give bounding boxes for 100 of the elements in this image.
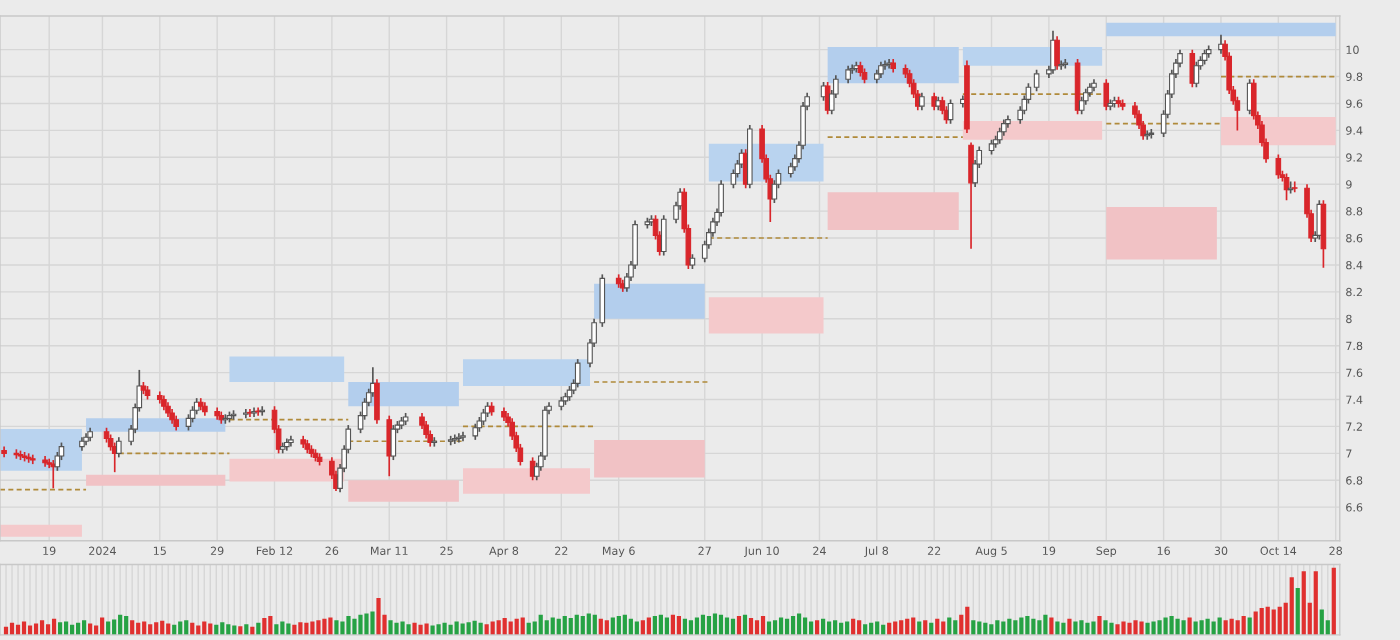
bar bbox=[760, 616, 766, 635]
bar bbox=[1025, 616, 1030, 635]
bar bbox=[923, 620, 928, 635]
bar bbox=[1163, 617, 1168, 635]
bar bbox=[268, 616, 273, 635]
bar bbox=[532, 621, 537, 635]
candlestick bbox=[1033, 68, 1040, 93]
bar bbox=[947, 617, 952, 635]
bar bbox=[1301, 571, 1306, 635]
bar bbox=[106, 621, 111, 635]
bar bbox=[520, 617, 525, 635]
candlestick bbox=[390, 424, 397, 461]
bar bbox=[1157, 620, 1162, 635]
bar bbox=[316, 620, 321, 635]
bar bbox=[202, 621, 207, 635]
bar bbox=[286, 623, 291, 635]
bar bbox=[412, 622, 417, 635]
candlestick bbox=[730, 168, 737, 190]
bar bbox=[178, 621, 183, 635]
bar bbox=[94, 625, 99, 635]
bar bbox=[1073, 621, 1078, 635]
bar bbox=[857, 620, 862, 635]
bar bbox=[1181, 620, 1186, 635]
bar bbox=[400, 621, 405, 635]
bar bbox=[1247, 617, 1252, 635]
bar bbox=[640, 620, 645, 635]
bar bbox=[724, 617, 730, 635]
bar bbox=[196, 625, 201, 635]
bar bbox=[766, 621, 772, 635]
bar bbox=[1145, 622, 1150, 635]
bar bbox=[430, 625, 435, 635]
bar bbox=[550, 617, 555, 635]
bar bbox=[376, 598, 381, 635]
bar bbox=[616, 616, 621, 635]
bar bbox=[454, 621, 459, 635]
bar bbox=[1109, 622, 1114, 635]
bar bbox=[346, 616, 351, 635]
bar bbox=[1121, 621, 1126, 635]
bar bbox=[21, 621, 27, 635]
bar bbox=[1187, 617, 1192, 635]
bar bbox=[1097, 616, 1102, 635]
bar bbox=[544, 620, 549, 635]
bar bbox=[610, 617, 615, 635]
bar bbox=[304, 622, 309, 635]
bar bbox=[917, 621, 922, 635]
bar bbox=[1079, 620, 1084, 635]
bar bbox=[634, 621, 639, 635]
bar bbox=[424, 623, 429, 635]
bar bbox=[1037, 620, 1042, 635]
candlestick bbox=[1054, 35, 1060, 71]
bar bbox=[1193, 621, 1198, 635]
bar bbox=[802, 617, 808, 635]
bar bbox=[406, 624, 411, 635]
candlestick bbox=[660, 214, 667, 257]
candlestick bbox=[574, 358, 581, 389]
bar bbox=[82, 620, 87, 635]
bar bbox=[1055, 621, 1060, 635]
bar bbox=[664, 617, 669, 635]
bar bbox=[965, 606, 970, 635]
bar bbox=[1265, 606, 1270, 635]
bar bbox=[953, 620, 958, 635]
bar bbox=[33, 623, 39, 635]
bar bbox=[1043, 614, 1048, 635]
bar bbox=[328, 617, 333, 635]
bar bbox=[1259, 608, 1264, 635]
bar bbox=[586, 613, 591, 635]
bar bbox=[1091, 621, 1096, 635]
bar bbox=[899, 620, 904, 635]
candlestick bbox=[1250, 78, 1257, 121]
bar bbox=[130, 620, 135, 635]
bar bbox=[1169, 616, 1174, 635]
bar bbox=[977, 621, 982, 635]
bar bbox=[941, 621, 946, 635]
bar bbox=[298, 622, 303, 635]
bar bbox=[1295, 587, 1300, 635]
bar bbox=[63, 621, 69, 635]
bar bbox=[706, 616, 712, 635]
bar bbox=[833, 620, 838, 635]
bar bbox=[502, 618, 507, 635]
bar bbox=[772, 620, 778, 635]
bar bbox=[1049, 617, 1054, 635]
bar bbox=[688, 620, 694, 635]
bar bbox=[27, 625, 33, 635]
bar bbox=[142, 621, 147, 635]
bar bbox=[676, 616, 682, 635]
bar bbox=[370, 611, 375, 635]
bar bbox=[1211, 621, 1216, 635]
bar bbox=[971, 620, 976, 635]
bar bbox=[712, 613, 718, 635]
bar bbox=[388, 620, 393, 635]
bar bbox=[112, 619, 117, 635]
bar bbox=[262, 618, 267, 635]
bar bbox=[1019, 617, 1024, 635]
bar bbox=[124, 616, 129, 635]
bar bbox=[1289, 577, 1294, 635]
bar bbox=[646, 617, 651, 635]
bar bbox=[652, 616, 657, 635]
bar bbox=[460, 623, 465, 635]
bar bbox=[995, 620, 1000, 635]
candlestick bbox=[259, 405, 266, 417]
